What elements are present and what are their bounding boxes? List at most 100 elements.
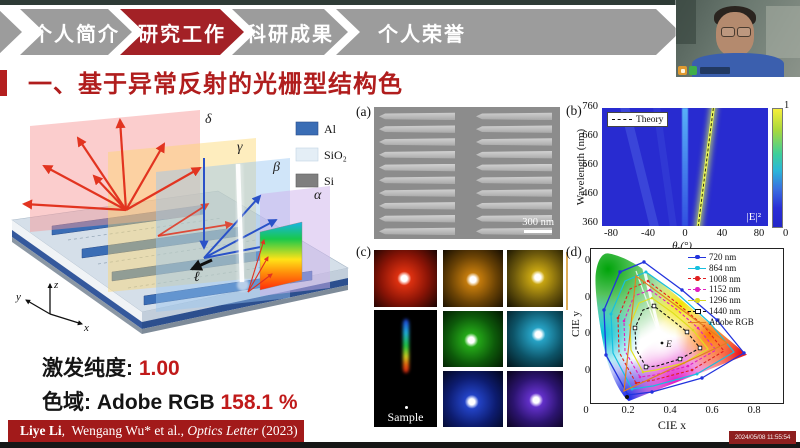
sample-rainbow-streak	[402, 319, 410, 374]
gamut-loop-1440nm	[632, 303, 703, 370]
dispersion-map: Theory |E|²	[602, 108, 768, 226]
red-diffraction-arrows	[21, 117, 234, 237]
d-xtick-0: 0	[583, 405, 589, 416]
sem-rod	[476, 202, 552, 210]
legend-marker-720	[688, 254, 706, 260]
scatter-photo-yellow	[507, 250, 563, 307]
legend-label-864: 864 nm	[709, 262, 737, 273]
panel-c-tag: (c)	[356, 244, 371, 259]
tab-honors[interactable]: 个人荣誉	[336, 9, 680, 55]
plane-alpha-label: α	[314, 188, 322, 203]
scatter-photo-green	[443, 311, 503, 367]
zero-order-stripe	[682, 108, 688, 226]
legend-marker-1152	[688, 287, 706, 292]
d-xtick-04: 0.4	[663, 405, 677, 416]
window-top-edge	[0, 0, 800, 5]
window-bottom-edge	[0, 442, 800, 448]
tab-profile[interactable]: 个人简介	[20, 9, 132, 55]
citation-bar: Liye Li, Wengang Wu* et al., Optics Lett…	[8, 420, 304, 442]
gamut-metric: 色域: Adobe RGB 158.1 %	[42, 386, 298, 416]
b-xtick-m80: -80	[604, 228, 618, 239]
legend-marker-1296	[688, 298, 706, 303]
gamut-loop-1152nm	[622, 288, 717, 379]
field-intensity-label: |E|²	[746, 211, 761, 223]
sem-rod	[379, 189, 455, 197]
gamut-loop-864nm	[609, 270, 735, 391]
tab-honors-label: 个人荣誉	[378, 23, 466, 46]
plane-beta-label: β	[272, 160, 280, 175]
legend-marker-864	[688, 265, 706, 271]
sem-rod	[379, 227, 455, 236]
legend-row-864: 864 nm	[688, 263, 754, 274]
colorbar-max-label: 1	[784, 100, 790, 111]
legend-swatch-si	[295, 173, 319, 188]
cie-legend: 720 nm 864 nm 1008 nm 1152 nm 1296 nm 14…	[688, 252, 754, 328]
structure-3d-schematic: δ γ β α	[11, 110, 349, 334]
cie-horseshoe: E	[595, 253, 747, 402]
b-xtick-40: 40	[716, 228, 728, 239]
citation-year: (2023)	[258, 423, 298, 438]
legend-row-1008: 1008 nm	[688, 274, 754, 285]
white-wedge-line-2	[635, 270, 663, 344]
legend-label-1152: 1152 nm	[709, 284, 741, 295]
slide-edge-artifact	[566, 252, 568, 310]
sample-photo: Sample	[374, 310, 437, 427]
sem-rod	[476, 151, 552, 159]
adobe-rgb-triangle	[623, 274, 729, 392]
b-xtick-0: 0	[682, 228, 688, 239]
legend-label-720: 720 nm	[709, 252, 737, 262]
sem-rod	[476, 214, 552, 223]
legend-swatch-sio2	[295, 147, 319, 162]
scatter-photo-red	[374, 250, 437, 307]
sem-rod	[476, 112, 552, 121]
scatter-photo-orange	[443, 250, 503, 307]
sem-rod	[476, 189, 552, 197]
tab-achievements[interactable]: 科研成果	[232, 9, 348, 55]
cie-chromaticity-plot: E	[590, 248, 784, 404]
white-point-dot	[660, 341, 664, 345]
sem-rod	[379, 202, 455, 210]
b-xtick-80: 80	[753, 228, 765, 239]
colorbar-min-label: 0	[783, 228, 789, 239]
panel-d-tag: (d)	[566, 244, 582, 259]
sem-scalebar	[524, 229, 552, 233]
legend-marker-1440	[688, 308, 706, 315]
purity-value: 1.00	[138, 357, 180, 380]
b-ytick-560: 560	[582, 159, 598, 170]
webcam-video-tile[interactable]	[676, 0, 800, 77]
legend-label-1296: 1296 nm	[709, 295, 741, 306]
gamut-loop-720nm	[602, 260, 746, 397]
white-light-beam	[229, 163, 249, 291]
sem-rod-column-right	[476, 110, 552, 238]
theory-legend-label: Theory	[636, 114, 664, 125]
sem-rod	[476, 125, 552, 133]
panel-a-tag: (a)	[356, 104, 371, 119]
legend-swatch-al	[295, 121, 319, 136]
legend-row-720: 720 nm	[688, 252, 754, 263]
b-ytick-460: 460	[582, 188, 598, 199]
sem-rod	[379, 112, 455, 121]
b-xtick-m40: -40	[641, 228, 655, 239]
webcam-background-shadow	[676, 0, 696, 44]
anomalous-reflection-branch	[696, 108, 716, 226]
gamut-value: 158.1 %	[220, 391, 298, 414]
sem-rod-column-left	[379, 110, 455, 238]
b-ytick-360: 360	[582, 217, 598, 228]
participant-glasses-right	[737, 27, 751, 37]
axis-x-label: x	[83, 322, 89, 334]
legend-label-al: Al	[324, 122, 337, 136]
sem-rod	[379, 176, 455, 184]
tab-research-work-label: 研究工作	[138, 23, 226, 46]
timestamp-watermark: 2024/05/08 11:55:54	[729, 431, 796, 444]
plane-delta	[30, 110, 200, 232]
legend-row-1152: 1152 nm	[688, 284, 754, 295]
scatter-photo-cyan	[507, 311, 563, 367]
tab-profile-label: 个人简介	[32, 23, 120, 46]
coordinate-axes: z y x	[15, 279, 89, 334]
d-xtick-02: 0.2	[621, 405, 635, 416]
tab-research-work[interactable]: 研究工作	[120, 9, 244, 55]
sem-scalebar-label: 300 nm	[522, 217, 554, 228]
sem-rod	[379, 138, 455, 146]
sem-rod	[476, 163, 552, 172]
